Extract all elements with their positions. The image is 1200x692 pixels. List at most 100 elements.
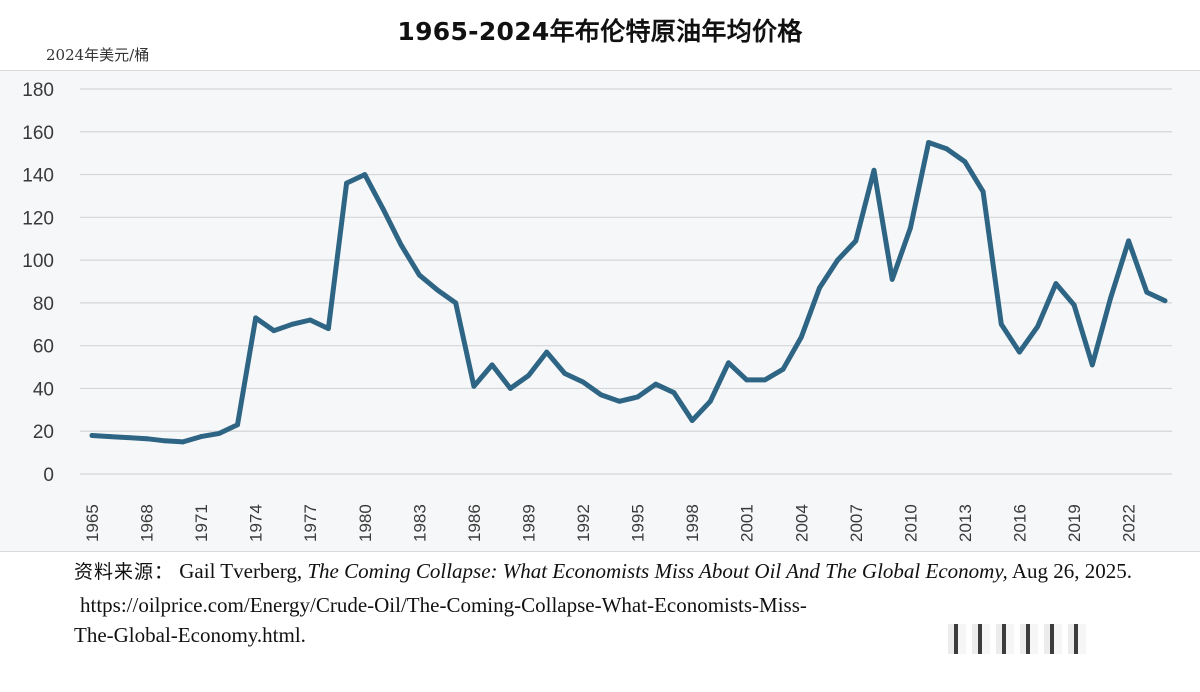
gridlines xyxy=(80,88,1172,475)
x-tick-label: 1986 xyxy=(465,504,484,542)
data-point-2005 xyxy=(817,285,822,291)
data-point-1990 xyxy=(544,349,550,355)
x-tick-label: 2007 xyxy=(847,504,866,542)
data-point-2018 xyxy=(1053,281,1059,287)
series-line-brent xyxy=(89,140,1168,445)
data-point-2022 xyxy=(1126,238,1132,244)
data-point-2001 xyxy=(744,377,750,383)
data-point-1983 xyxy=(416,272,422,278)
data-point-1979 xyxy=(344,180,350,186)
data-point-2024 xyxy=(1162,298,1168,304)
data-point-1969 xyxy=(162,438,168,444)
x-tick-label: 1974 xyxy=(247,504,266,542)
data-point-1965 xyxy=(89,433,95,438)
data-point-1987 xyxy=(489,362,495,368)
x-tick-label: 2001 xyxy=(738,504,757,542)
data-point-1973 xyxy=(235,422,240,428)
data-point-2004 xyxy=(798,334,804,340)
data-point-1989 xyxy=(526,373,531,379)
x-tick-label: 1992 xyxy=(574,504,593,542)
y-tick-label: 20 xyxy=(33,422,54,443)
x-axis-ticks: 1965 1968 1971 1974 1977 1980 1983 1986 1989 1992… xyxy=(83,504,1139,542)
x-tick-label: 2004 xyxy=(792,504,811,542)
source-url-line1[interactable]: https://oilprice.com/Energy/Crude-Oil/Th… xyxy=(80,593,807,617)
data-point-2014 xyxy=(980,189,986,195)
x-tick-label: 2016 xyxy=(1011,504,1030,542)
source-label: 资料来源： xyxy=(74,561,175,583)
x-tick-label: 1989 xyxy=(519,504,538,542)
y-tick-label: 140 xyxy=(22,166,54,187)
data-point-1988 xyxy=(507,386,513,391)
x-tick-label: 1977 xyxy=(301,504,320,542)
x-tick-label: 2013 xyxy=(956,504,975,542)
data-point-1994 xyxy=(617,398,622,404)
y-axis-unit-label: 2024年美元/桶 xyxy=(46,46,150,64)
y-tick-label: 80 xyxy=(33,294,54,315)
data-point-1980 xyxy=(362,172,368,177)
line-chart: 0 20 40 60 80 100 120 140 160 180 1965 1968 1971 197… xyxy=(22,80,1172,542)
data-point-1975 xyxy=(271,328,277,334)
data-point-1992 xyxy=(580,379,586,385)
x-tick-label: 2022 xyxy=(1120,504,1139,542)
data-point-1970 xyxy=(180,439,186,445)
data-point-2023 xyxy=(1144,289,1150,295)
x-tick-label: 1995 xyxy=(629,504,648,542)
x-tick-label: 1980 xyxy=(356,504,375,542)
data-point-1972 xyxy=(216,430,222,436)
y-tick-label: 40 xyxy=(33,379,54,400)
data-point-1974 xyxy=(253,315,259,321)
y-tick-label: 60 xyxy=(33,337,54,358)
data-point-2020 xyxy=(1089,362,1095,368)
data-point-2000 xyxy=(726,360,731,366)
y-tick-label: 180 xyxy=(22,80,54,101)
y-tick-label: 160 xyxy=(22,123,54,144)
source-citation: 资料来源： Gail Tverberg, The Coming Collapse… xyxy=(74,556,1154,650)
data-point-2021 xyxy=(1108,296,1113,302)
y-tick-label: 0 xyxy=(43,465,54,486)
data-point-1981 xyxy=(380,206,386,212)
data-point-2019 xyxy=(1071,302,1077,308)
data-point-1971 xyxy=(198,434,204,439)
data-point-1997 xyxy=(671,390,677,396)
data-point-2015 xyxy=(998,321,1004,327)
source-author: Gail Tverberg, xyxy=(179,559,308,583)
x-tick-label: 1968 xyxy=(138,504,157,542)
data-point-1991 xyxy=(562,371,568,376)
data-point-2009 xyxy=(889,276,895,282)
data-point-2008 xyxy=(871,167,877,173)
x-tick-label: 1971 xyxy=(192,504,211,542)
series-layer xyxy=(89,140,1168,445)
data-point-2010 xyxy=(907,225,913,231)
data-point-1968 xyxy=(144,436,149,442)
data-point-1966 xyxy=(107,434,113,439)
x-tick-label: 1998 xyxy=(683,504,702,542)
data-points xyxy=(89,140,1168,445)
data-point-2011 xyxy=(926,140,931,145)
data-point-1977 xyxy=(307,317,313,323)
source-url-line2[interactable]: The-Global-Economy.html. xyxy=(74,623,306,647)
data-point-2006 xyxy=(835,257,841,263)
data-point-1995 xyxy=(635,394,640,400)
x-tick-label: 2010 xyxy=(901,504,920,542)
redaction-mark xyxy=(942,624,1092,654)
data-point-1967 xyxy=(125,435,131,441)
source-date: Aug 26, 2025. xyxy=(1007,559,1133,583)
chart-title: 1965-2024年布伦特原油年均价格 xyxy=(397,17,803,46)
data-point-1999 xyxy=(707,398,713,404)
y-tick-label: 120 xyxy=(22,208,54,229)
data-point-1986 xyxy=(471,383,477,389)
data-point-1984 xyxy=(435,287,440,293)
data-point-2013 xyxy=(962,159,968,165)
data-point-2012 xyxy=(944,146,950,152)
data-point-1996 xyxy=(653,381,659,387)
data-point-1978 xyxy=(326,326,331,331)
data-point-2002 xyxy=(762,377,768,383)
data-point-2017 xyxy=(1035,324,1041,329)
y-tick-label: 100 xyxy=(22,251,54,272)
x-tick-label: 1983 xyxy=(410,504,429,542)
data-point-1976 xyxy=(289,321,295,327)
data-point-2003 xyxy=(780,366,786,372)
y-axis-ticks: 0 20 40 60 80 100 120 140 160 180 xyxy=(22,80,54,486)
x-tick-label: 2019 xyxy=(1065,504,1084,542)
data-point-2016 xyxy=(1017,349,1022,355)
